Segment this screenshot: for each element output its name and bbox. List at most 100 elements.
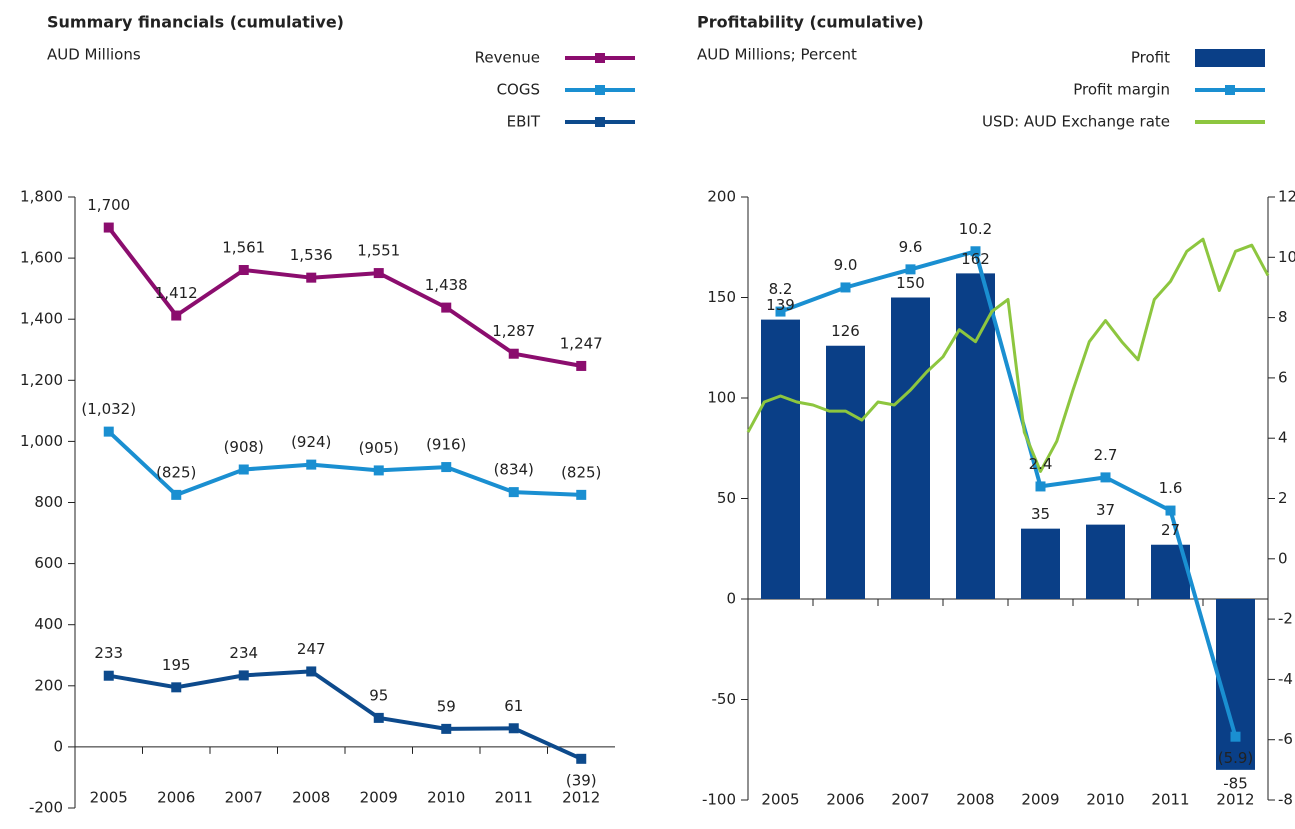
marker [373,268,384,279]
y2-tick-label: 4 [1278,429,1288,447]
data-label: 9.6 [899,238,923,256]
x-tick-label: 2008 [956,791,994,809]
legend-label: EBIT [507,113,541,131]
data-label: 95 [369,686,388,704]
data-label: 126 [831,322,860,340]
marker [306,666,317,677]
data-label: -85 [1223,774,1248,792]
data-label: (908) [224,438,264,456]
data-label: 35 [1031,505,1050,523]
marker [373,712,384,723]
legend-marker [1225,85,1235,95]
y-tick-label: 800 [34,493,63,511]
y-tick-label: 1,200 [20,371,63,389]
marker [441,302,452,313]
bar [1086,524,1125,599]
data-label: 234 [229,644,258,662]
x-tick-label: 2011 [495,789,533,807]
marker [576,489,587,500]
line [108,669,583,761]
marker [840,282,851,293]
y-tick-label: -100 [702,791,736,809]
y-tick-label: 400 [34,615,63,633]
legend-label: USD: AUD Exchange rate [982,113,1170,131]
y-tick-label: -50 [712,690,737,708]
x-tick-label: 2009 [360,789,398,807]
line [107,430,582,497]
x-tick-label: 2005 [90,789,128,807]
line [107,226,582,368]
data-label: (825) [561,463,601,481]
marker [1035,481,1046,492]
y-tick-label: 200 [34,676,63,694]
marker [576,360,587,371]
chart-title: Summary financials (cumulative) [47,13,344,32]
marker [171,489,182,500]
marker [373,465,384,476]
y-tick-label: 1,000 [20,432,63,450]
x-tick-label: 2012 [1216,791,1254,809]
x-tick-label: 2006 [826,791,864,809]
marker [576,753,587,764]
data-label: (825) [156,463,196,481]
y2-tick-label: 10 [1278,248,1295,266]
y2-tick-label: 12 [1278,188,1295,206]
marker [171,310,182,321]
x-tick-label: 2009 [1021,791,1059,809]
y-tick-label: 600 [34,554,63,572]
marker [306,459,317,470]
y2-tick-label: -8 [1278,791,1293,809]
marker [441,462,452,473]
data-label: 9.0 [834,256,858,274]
marker [306,272,317,283]
y-tick-label: 100 [707,389,736,407]
data-label: 37 [1096,501,1115,519]
marker [905,264,916,275]
data-label: (39) [566,771,597,789]
data-label: 61 [504,697,523,715]
marker [103,426,114,437]
chart-subtitle: AUD Millions [47,46,141,64]
data-label: 1,438 [425,276,468,294]
x-tick-label: 2005 [761,791,799,809]
marker [103,670,114,681]
marker [508,723,519,734]
data-label: 1.6 [1159,479,1183,497]
y2-tick-label: 2 [1278,489,1288,507]
y-tick-label: 0 [726,590,736,608]
y2-tick-label: -6 [1278,730,1293,748]
bar [1021,528,1060,599]
legend-label: Revenue [475,49,540,67]
legend-label: COGS [497,81,540,99]
y2-tick-label: 6 [1278,368,1288,386]
data-label: 1,412 [155,284,198,302]
data-label: 150 [896,274,925,292]
data-label: 1,247 [560,334,603,352]
data-label: 195 [162,656,191,674]
data-label: 139 [766,296,795,314]
y2-tick-label: 0 [1278,549,1288,567]
chart-subtitle: AUD Millions; Percent [697,46,857,64]
line [746,237,1270,473]
marker [508,487,519,498]
y2-tick-label: -4 [1278,670,1293,688]
data-label: 1,536 [290,246,333,264]
marker [171,682,182,693]
x-tick-label: 2007 [891,791,929,809]
marker [970,246,981,257]
data-label: (916) [426,436,466,454]
marker [441,723,452,734]
data-label: (834) [494,461,534,479]
data-label: (1,032) [81,400,136,418]
x-tick-label: 2008 [292,789,330,807]
x-tick-label: 2011 [1151,791,1189,809]
legend-marker [595,85,605,95]
marker [238,670,249,681]
y-tick-label: 1,600 [20,249,63,267]
chart-title: Profitability (cumulative) [697,13,924,32]
marker [238,265,249,276]
data-label: 1,551 [357,242,400,260]
y-tick-label: 0 [53,737,63,755]
y-tick-label: 150 [707,288,736,306]
